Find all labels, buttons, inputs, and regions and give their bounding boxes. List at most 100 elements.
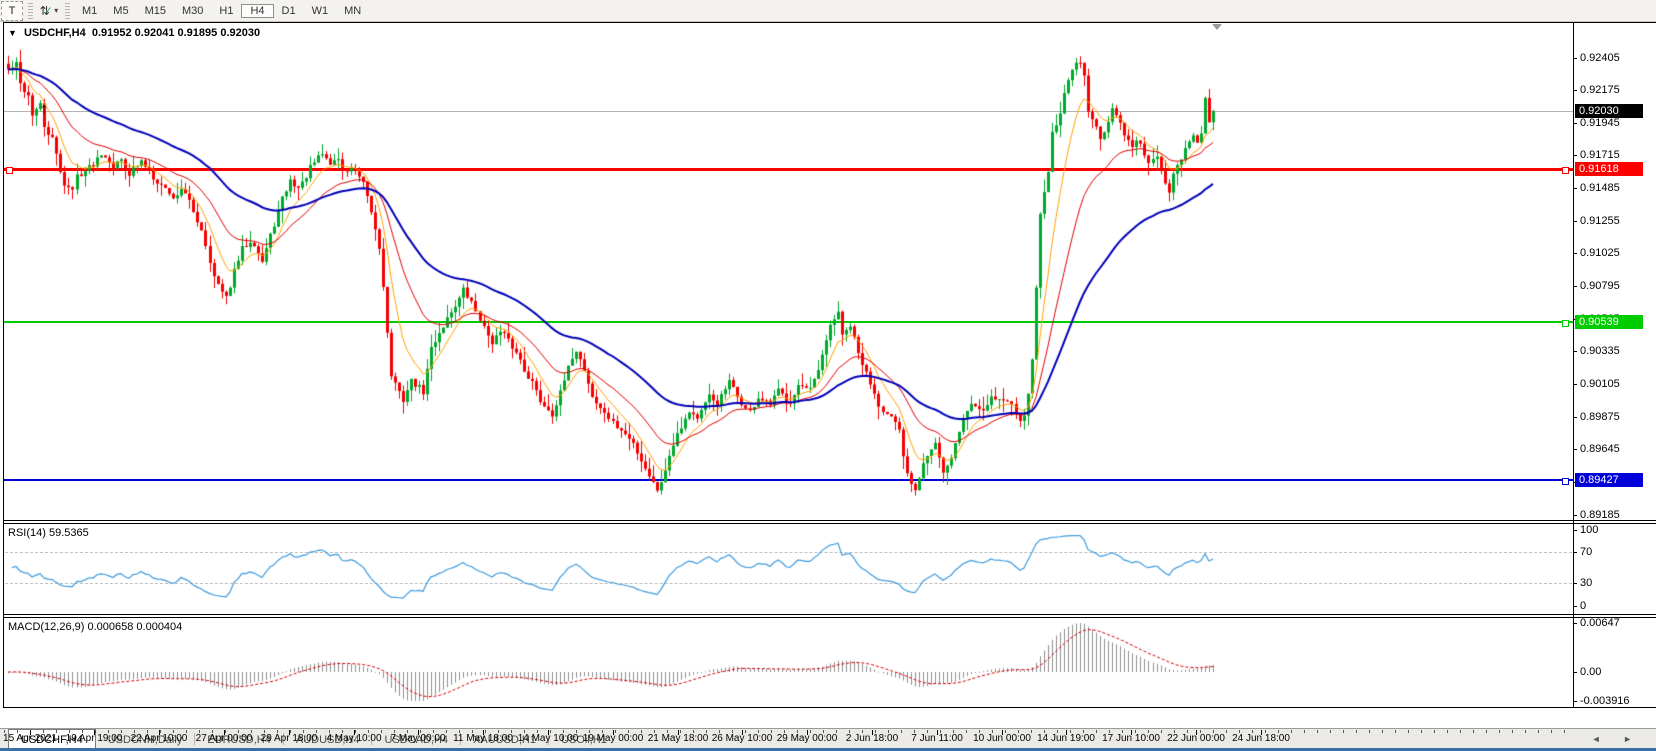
timeframe-button-W1[interactable]: W1 (311, 4, 329, 17)
price-tick-label: 0.91485 (1580, 182, 1620, 194)
time-tick-label: 27 Apr 00:00 (195, 733, 253, 744)
macd-tick-mark (1573, 623, 1577, 624)
time-tick-mark (1196, 730, 1197, 735)
window-bottom-edge (0, 748, 1656, 751)
resistance-price-badge: 0.91618 (1575, 162, 1643, 176)
price-tick-mark (1573, 188, 1577, 189)
price-tick-label: 0.91255 (1580, 215, 1620, 227)
timeframe-button-D1[interactable]: D1 (281, 4, 296, 17)
tab-scroll-arrows[interactable]: ◄ ► (1592, 734, 1642, 744)
chart-shift-marker[interactable] (1212, 24, 1222, 30)
main-chart-canvas[interactable] (4, 23, 1573, 520)
price-tick-label: 0.92175 (1580, 84, 1620, 96)
time-tick-label: 22 Apr 10:00 (130, 733, 188, 744)
timeframe-button-M1[interactable]: M1 (82, 4, 98, 17)
time-tick-mark (418, 730, 419, 735)
tab-separator (371, 733, 373, 745)
time-tick-label: 4 May 10:00 (326, 733, 382, 744)
price-tick-label: 0.92405 (1580, 52, 1620, 64)
rsi-label: RSI(14) 59.5365 (8, 527, 89, 539)
check-icon: ✓ (44, 5, 53, 15)
price-tick-label: 0.91945 (1580, 117, 1620, 129)
tab-scroll-left-icon[interactable]: ◄ (1591, 734, 1611, 744)
time-tick-mark (289, 730, 290, 735)
time-tick-label: 7 May 00:00 (390, 733, 446, 744)
macd-tick-label: 0.00 (1580, 666, 1602, 678)
up-arrow-annotation[interactable]: ↑ (40, 101, 48, 118)
timeframe-button-H1[interactable]: H1 (219, 4, 234, 17)
time-axis-line (3, 707, 1656, 708)
main-rsi-separator-b[interactable] (3, 523, 1656, 524)
chart-title: ▼ USDCHF,H4 0.91952 0.92041 0.91895 0.92… (8, 27, 260, 39)
price-tick-mark (1573, 515, 1577, 516)
timeframe-button-M15[interactable]: M15 (144, 4, 166, 17)
price-tick-mark (1573, 123, 1577, 124)
tab-xauusd-h1[interactable]: XAUUSD,H1 (473, 733, 536, 746)
time-tick-mark (613, 730, 614, 735)
price-tick-label: 0.89185 (1580, 509, 1620, 521)
price-tick-label: 0.90105 (1580, 378, 1620, 390)
time-tick-mark (224, 730, 225, 735)
chart-menu-caret-icon[interactable]: ▼ (8, 28, 17, 38)
price-tick-mark (1573, 449, 1577, 450)
timeframe-button-M30[interactable]: M30 (181, 4, 204, 17)
price-tick-mark (1573, 221, 1577, 222)
tab-usdchf-h4[interactable]: USDCHF,H4 (8, 729, 96, 749)
rsi-tick-label: 0 (1580, 600, 1587, 612)
tab-usdcnh-daily[interactable]: USDCNH,Daily (107, 733, 183, 746)
support-price-badge: 0.89427 (1575, 473, 1643, 487)
timeframe-button-MN[interactable]: MN (344, 4, 362, 17)
tab-scroll-right-icon[interactable]: ► (1623, 734, 1642, 744)
time-tick-mark (30, 730, 31, 735)
tab-separator (282, 733, 284, 745)
rsi-macd-separator-b[interactable] (3, 617, 1656, 618)
time-tick-mark (483, 730, 484, 735)
toolbar-grip-2[interactable] (65, 2, 70, 19)
price-tick-mark (1573, 90, 1577, 91)
timeframe-button-H4[interactable]: H4 (241, 3, 274, 18)
rsi-tick-mark (1573, 552, 1577, 553)
time-axis-minor-ticks[interactable] (4, 730, 1573, 733)
time-tick-label: 10 Jun 00:00 (973, 733, 1031, 744)
time-tick-mark (937, 730, 938, 735)
tab-usoil-h1[interactable]: USOil,H1 (561, 733, 607, 746)
price-tick-label: 0.89875 (1580, 411, 1620, 423)
rsi-tick-label: 30 (1580, 577, 1593, 589)
time-tick-label: 21 May 18:00 (647, 733, 709, 744)
time-tick-label: 24 Jun 18:00 (1232, 733, 1290, 744)
macd-tick-label: -0.003916 (1580, 695, 1630, 707)
main-rsi-separator-a[interactable] (3, 520, 1656, 521)
time-tick-mark (742, 730, 743, 735)
rsi-canvas[interactable] (4, 524, 1573, 614)
time-tick-label: 29 May 00:00 (776, 733, 838, 744)
timeframe-button-M5[interactable]: M5 (113, 4, 129, 17)
chart-tab-bar: USDCHF,H4 USDCNH,Daily EURUSD,H4 AUDUSD,H4 U… (0, 728, 1656, 749)
macd-canvas[interactable] (4, 618, 1573, 707)
time-tick-label: 26 May 10:00 (711, 733, 773, 744)
ohlc-close: 0.92030 (220, 27, 261, 39)
time-tick-mark (1066, 730, 1067, 735)
toolbar-grip[interactable] (28, 2, 33, 19)
text-tool-button[interactable]: T (1, 0, 23, 21)
window-left-border (3, 22, 4, 707)
price-tick-mark (1573, 58, 1577, 59)
time-tick-mark (1261, 730, 1262, 735)
macd-tick-mark (1573, 672, 1577, 673)
tab-eurusd-h4[interactable]: EURUSD,H4 (207, 733, 271, 746)
time-tick-mark (1131, 730, 1132, 735)
indicators-button[interactable]: ⇅ ✓ ▾ (38, 1, 60, 21)
tab-usdcad-h4[interactable]: USDCAD,H4 (384, 733, 449, 746)
time-tick-label: 14 Jun 19:00 (1037, 733, 1095, 744)
ohlc-high: 0.92041 (134, 27, 175, 39)
ohlc-open: 0.91952 (91, 27, 132, 39)
time-tick-mark (872, 730, 873, 735)
tab-audusd-h4[interactable]: AUDUSD,H4 (295, 733, 360, 746)
rsi-tick-mark (1573, 606, 1577, 607)
rsi-macd-separator-a[interactable] (3, 614, 1656, 615)
rsi-tick-label: 100 (1580, 524, 1599, 536)
time-tick-label: 17 Jun 10:00 (1102, 733, 1160, 744)
time-tick-label: 19 Apr 19:00 (65, 733, 123, 744)
price-tick-mark (1573, 155, 1577, 156)
price-tick-label: 0.91025 (1580, 247, 1620, 259)
tab-separator (548, 733, 549, 745)
